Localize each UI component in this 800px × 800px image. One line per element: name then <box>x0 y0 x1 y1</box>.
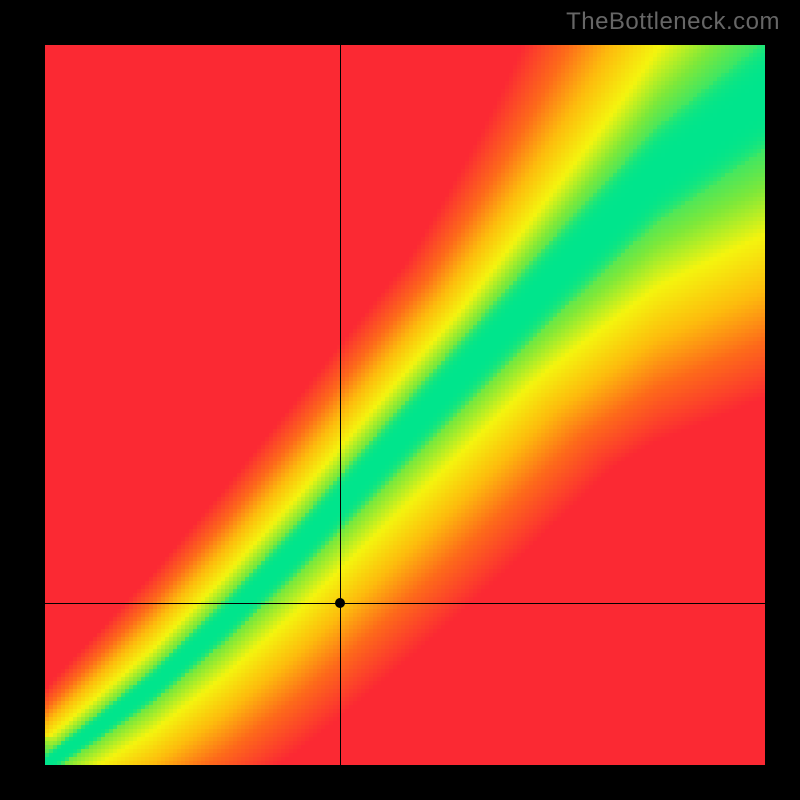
plot-area <box>45 45 765 765</box>
marker-point <box>335 598 345 608</box>
crosshair-horizontal <box>45 603 765 604</box>
heatmap-canvas <box>45 45 765 765</box>
watermark-text: TheBottleneck.com <box>566 8 780 36</box>
crosshair-vertical <box>340 45 341 765</box>
